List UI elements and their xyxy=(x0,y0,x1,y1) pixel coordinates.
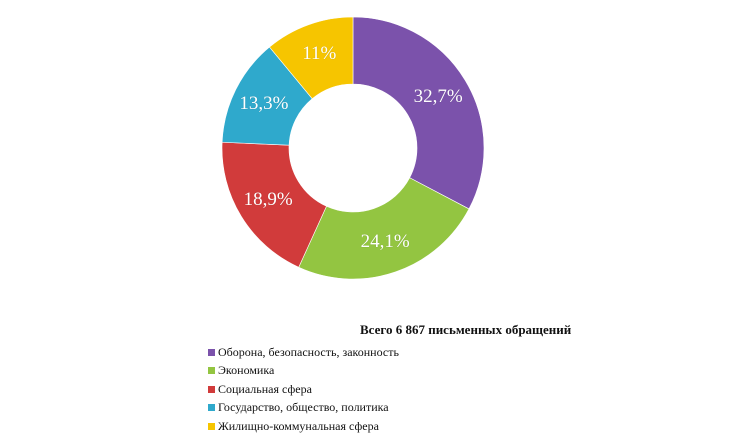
donut-slice xyxy=(269,16,354,100)
legend: Оборона, безопасность, законность Эконом… xyxy=(208,343,399,436)
slice-label: 18,9% xyxy=(243,188,293,210)
slice-label: 24,1% xyxy=(360,231,410,253)
legend-swatch-icon xyxy=(208,422,215,430)
legend-swatch-icon xyxy=(208,348,215,356)
donut-slice xyxy=(221,141,327,268)
legend-item: Социальная сфера xyxy=(208,380,399,399)
legend-swatch-icon xyxy=(208,404,215,412)
donut-slice xyxy=(352,16,485,210)
legend-item: Экономика xyxy=(208,362,399,381)
donut-slice xyxy=(298,177,470,280)
slice-label: 13,3% xyxy=(239,92,289,114)
chart-title: Всего 6 867 письменных обращений xyxy=(360,322,572,337)
slice-label: 11% xyxy=(302,43,337,65)
donut-chart xyxy=(221,16,485,280)
legend-item: Жилищно-коммунальная сфера xyxy=(208,417,399,436)
legend-item: Оборона, безопасность, законность xyxy=(208,343,399,362)
legend-swatch-icon xyxy=(208,367,215,375)
legend-item: Государство, общество, политика xyxy=(208,399,399,418)
slice-label: 32,7% xyxy=(413,85,463,107)
legend-swatch-icon xyxy=(208,385,215,393)
